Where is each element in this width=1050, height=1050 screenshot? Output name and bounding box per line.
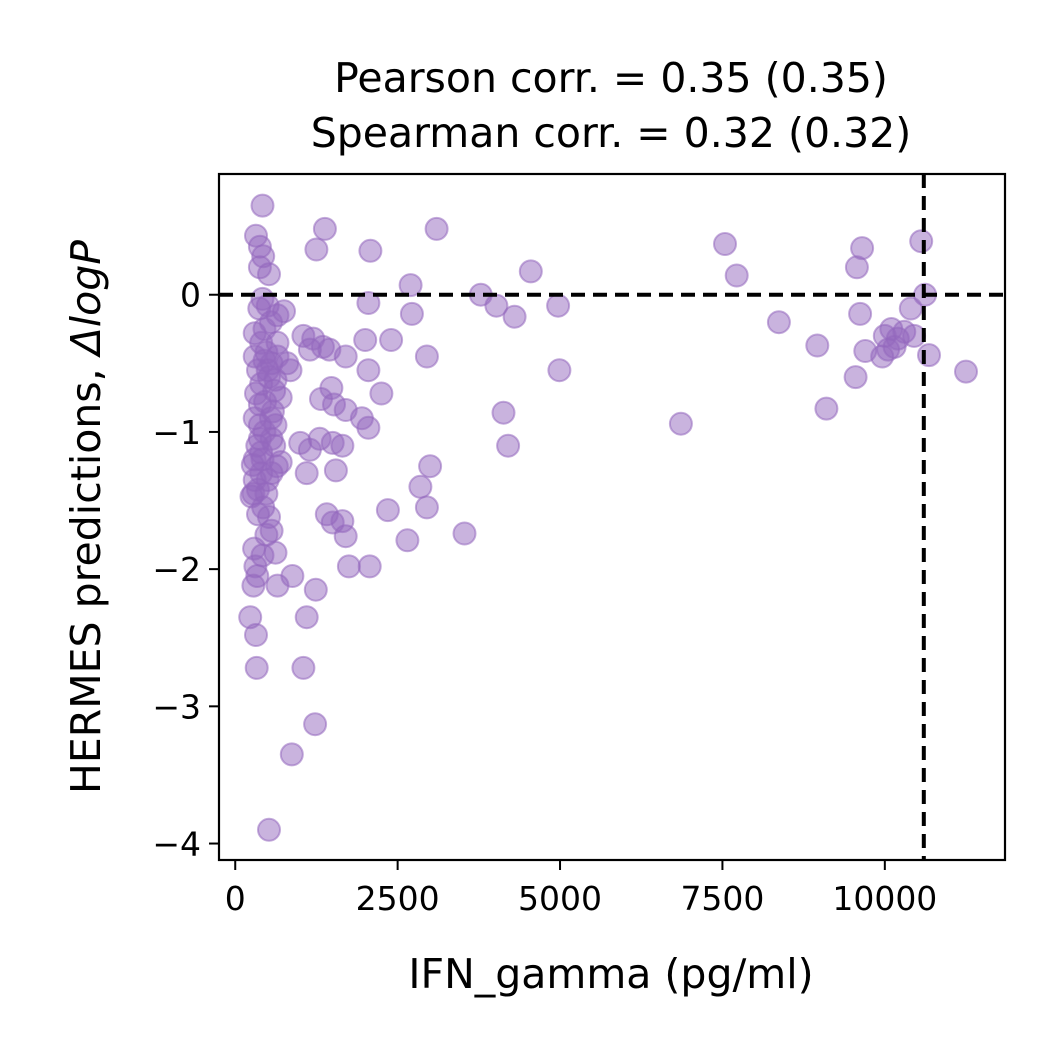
x-tick-label: 5000 — [518, 879, 602, 918]
data-point — [375, 498, 400, 523]
x-axis-label: IFN_gamma (pg/ml) — [408, 950, 813, 998]
data-point — [356, 291, 381, 315]
data-point — [452, 521, 477, 546]
y-axis-label-main: HERMES predictions, — [62, 355, 110, 794]
data-point — [294, 605, 319, 630]
data-point — [917, 343, 941, 368]
x-tick-label: 0 — [225, 879, 246, 918]
data-point — [244, 623, 268, 647]
data-point — [369, 381, 394, 406]
data-point — [304, 237, 329, 262]
data-point — [279, 742, 304, 767]
chart-title-line-1: Pearson corr. = 0.35 (0.35) — [334, 54, 888, 102]
data-point — [805, 333, 830, 358]
y-tick-label: 0 — [180, 276, 201, 315]
y-axis-label-math: ΔlogP — [62, 240, 110, 359]
data-point — [668, 411, 693, 436]
y-axis-label: HERMES predictions, ΔlogP — [62, 240, 110, 794]
data-point — [850, 236, 875, 261]
x-axis-ticks: 0 2500 5000 7500 10000 — [225, 860, 937, 918]
x-tick-label: 2500 — [356, 879, 440, 918]
y-axis-ticks: 0 −1 −2 −3 −4 — [152, 276, 219, 864]
data-point — [303, 712, 328, 737]
data-point — [356, 358, 381, 383]
data-point — [395, 528, 420, 553]
data-point — [263, 367, 288, 392]
data-point — [336, 554, 361, 579]
data-point — [408, 474, 433, 499]
data-point — [713, 232, 737, 256]
data-point — [303, 577, 328, 602]
reference-lines — [219, 174, 1005, 860]
data-point — [414, 495, 439, 520]
data-point — [876, 337, 901, 362]
data-point — [399, 301, 424, 326]
data-point — [312, 216, 337, 241]
data-point — [257, 262, 281, 287]
data-point — [496, 433, 521, 458]
x-tick-label: 10000 — [832, 879, 937, 918]
data-point — [414, 344, 439, 369]
data-point — [247, 296, 272, 321]
chart-title-line-2: Spearman corr. = 0.32 (0.32) — [311, 109, 912, 157]
plot-frame — [217, 172, 1007, 862]
data-points — [238, 193, 978, 842]
data-point — [898, 296, 923, 321]
y-tick-label: −2 — [152, 550, 201, 589]
y-tick-label: −4 — [152, 825, 201, 864]
data-point — [357, 554, 382, 579]
data-point — [909, 229, 934, 254]
data-point — [250, 193, 275, 218]
data-point — [245, 433, 270, 458]
data-point — [547, 358, 572, 383]
data-point — [954, 359, 978, 384]
data-point — [379, 328, 404, 352]
data-point — [724, 263, 749, 288]
y-tick-label: −1 — [152, 413, 201, 452]
data-point — [244, 655, 269, 680]
data-point — [418, 454, 443, 479]
data-point — [330, 433, 355, 458]
data-point — [356, 415, 381, 440]
data-point — [546, 293, 571, 318]
data-point — [291, 655, 316, 680]
data-point — [766, 310, 791, 335]
data-point — [843, 365, 868, 390]
data-point — [424, 216, 449, 241]
x-tick-label: 7500 — [680, 879, 764, 918]
data-point — [358, 238, 383, 263]
data-point — [814, 396, 839, 421]
data-point — [518, 259, 543, 284]
data-point — [239, 484, 264, 509]
data-point — [323, 458, 348, 483]
data-point — [265, 573, 290, 598]
data-point — [398, 273, 423, 298]
data-point — [333, 524, 358, 549]
data-point — [333, 344, 358, 369]
data-point — [294, 461, 319, 486]
data-point — [260, 399, 285, 424]
data-point — [257, 817, 281, 842]
y-tick-label: −3 — [152, 687, 201, 726]
data-point — [848, 301, 873, 326]
data-point — [353, 328, 378, 352]
data-point — [491, 400, 516, 425]
data-point — [502, 304, 527, 329]
